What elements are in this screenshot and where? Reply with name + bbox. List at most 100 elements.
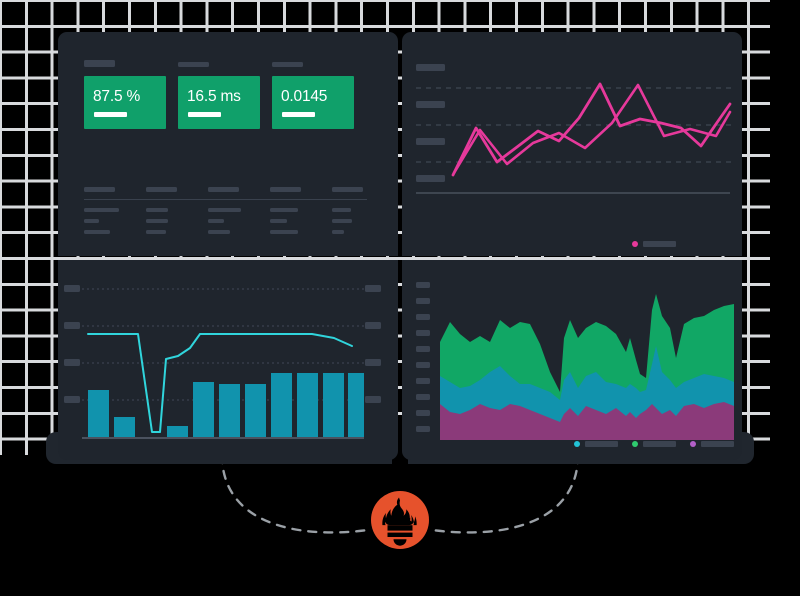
stat-underline-bar [94, 112, 127, 117]
table-row[interactable] [84, 208, 367, 212]
table-cell [208, 208, 241, 212]
y-axis-tick-label [416, 378, 430, 384]
bar[interactable] [297, 373, 318, 437]
y-axis-tick-label [416, 282, 430, 288]
legend-label-placeholder [585, 441, 618, 447]
bar-line-chart-panel[interactable] [58, 260, 398, 460]
table-header-cell [208, 187, 239, 192]
line-chart-panel[interactable] [402, 32, 742, 256]
torch-bar-upper [387, 525, 413, 531]
table-cell [332, 208, 351, 212]
y-axis-tick-label [416, 64, 445, 71]
stacked-area-chart-panel[interactable] [402, 260, 742, 460]
bar[interactable] [348, 373, 364, 437]
bar[interactable] [219, 384, 240, 437]
legend-dot-icon [574, 441, 580, 447]
bar[interactable] [88, 390, 109, 437]
table-header-row [84, 187, 367, 192]
prometheus-logo[interactable] [371, 491, 429, 549]
left-y-axis-tick-label [64, 285, 80, 292]
stacked-area-chart-svg [440, 294, 734, 440]
bar[interactable] [193, 382, 214, 437]
right-y-axis-tick-label [365, 359, 381, 366]
stat-underline-bar [282, 112, 315, 117]
table-cell [208, 219, 224, 223]
y-axis-tick-label [416, 138, 445, 145]
stat-availability[interactable]: 87.5 % [84, 62, 166, 129]
line-series-overlay [87, 333, 353, 433]
legend-label-placeholder [643, 441, 676, 447]
torch-bar-lower [387, 532, 413, 537]
background-grid-fade-right [770, 0, 800, 596]
bar[interactable] [271, 373, 292, 437]
table-cell [84, 219, 99, 223]
stat-latency[interactable]: 16.5 ms [178, 62, 260, 129]
legend-series-requests[interactable] [632, 241, 676, 247]
table-separator [84, 199, 367, 200]
table-body [84, 208, 367, 234]
bar[interactable] [323, 373, 344, 437]
table-row[interactable] [84, 230, 367, 234]
table-cell [146, 208, 168, 212]
stats-panel[interactable]: 87.5 % 16.5 ms 0.0145 [58, 32, 398, 256]
chart-legend[interactable] [574, 441, 734, 447]
legend-dot-icon [690, 441, 696, 447]
stat-caption-placeholder [178, 62, 209, 67]
legend-series-cyan[interactable] [574, 441, 618, 447]
legend-label-placeholder [701, 441, 734, 447]
legend-series-green[interactable] [632, 441, 676, 447]
left-y-axis-tick-label [64, 359, 80, 366]
y-axis-tick-label [416, 346, 430, 352]
stat-error-rate[interactable]: 0.0145 [272, 62, 354, 129]
metrics-table[interactable] [84, 187, 367, 241]
table-cell [146, 219, 168, 223]
bar[interactable] [167, 426, 188, 437]
y-axis-tick-label [416, 394, 430, 400]
right-y-axis-tick-label [365, 322, 381, 329]
y-axis-tick-label [416, 410, 430, 416]
table-cell [84, 230, 110, 234]
y-axis-tick-label [416, 330, 430, 336]
stat-card[interactable]: 87.5 % [84, 76, 166, 129]
table-cell [270, 208, 298, 212]
chart-gridlines [82, 288, 364, 401]
torch-base [393, 539, 407, 546]
bar[interactable] [245, 384, 266, 437]
table-header-cell [84, 187, 115, 192]
line-series-1-path [451, 82, 732, 177]
y-axis-tick-label [416, 298, 430, 304]
y-axis-tick-label [416, 175, 445, 182]
y-axis-tick-label [416, 314, 430, 320]
y-axis-tick-label [416, 426, 430, 432]
bar-series [88, 373, 364, 437]
stat-underline-bar [188, 112, 221, 117]
bar[interactable] [114, 417, 135, 437]
table-cell [84, 208, 119, 212]
left-y-axis-tick-label [64, 396, 80, 403]
stat-card[interactable]: 16.5 ms [178, 76, 260, 129]
legend-label-placeholder [643, 241, 676, 247]
table-cell [208, 230, 230, 234]
prometheus-flame-icon [382, 497, 417, 546]
stat-caption-placeholder [84, 62, 115, 67]
right-y-axis-tick-label [365, 396, 381, 403]
stat-cards-row: 87.5 % 16.5 ms 0.0145 [84, 62, 354, 129]
table-cell [332, 230, 344, 234]
stat-value: 0.0145 [281, 88, 328, 105]
stat-card[interactable]: 0.0145 [272, 76, 354, 129]
bar-line-chart-svg [82, 288, 364, 439]
table-cell [146, 230, 166, 234]
legend-dot-icon [632, 241, 638, 247]
chart-gridlines [416, 87, 732, 163]
table-cell [270, 230, 298, 234]
area-series-purple [440, 402, 734, 440]
chart-legend[interactable] [632, 241, 676, 247]
legend-series-purple[interactable] [690, 441, 734, 447]
table-header-cell [146, 187, 177, 192]
table-header-cell [332, 187, 363, 192]
table-cell [270, 219, 287, 223]
table-row[interactable] [84, 219, 367, 223]
table-header-cell [270, 187, 301, 192]
y-axis-tick-label [416, 362, 430, 368]
